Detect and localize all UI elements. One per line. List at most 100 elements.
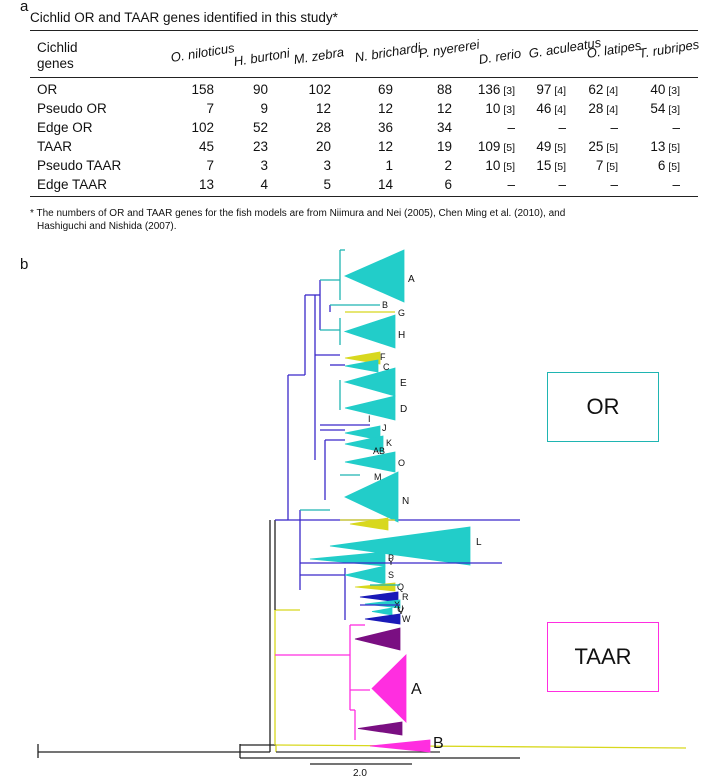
table-bottom-rule	[30, 196, 698, 197]
clade-label: E	[400, 378, 407, 389]
table-cell: 36	[345, 120, 393, 135]
row-label: Pseudo TAAR	[37, 158, 122, 173]
cell-value: 88	[436, 82, 452, 97]
table-cell: 12	[283, 101, 331, 116]
collapsed-clade-taar	[371, 654, 407, 723]
collapsed-clade-taar	[369, 739, 431, 753]
table-cell: 25 [5]	[570, 139, 618, 154]
row-header-line-2: genes	[37, 56, 74, 71]
cell-reference: [3]	[500, 85, 515, 97]
cell-value: 34	[436, 120, 452, 135]
clade-label: Q	[397, 582, 404, 592]
table-cell: 4	[220, 177, 268, 192]
cell-value: 7	[206, 101, 214, 116]
table-cell: 88	[404, 82, 452, 97]
collapsed-clade-yellow	[354, 582, 396, 592]
cell-value: 40	[650, 82, 666, 97]
cell-value: 49	[536, 139, 552, 154]
cell-value: 12	[315, 101, 331, 116]
panel-b-label: b	[20, 256, 29, 273]
table-cell: 62 [4]	[570, 82, 618, 97]
table-cell: 12	[345, 139, 393, 154]
cell-value: 90	[252, 82, 268, 97]
cell-value: –	[610, 120, 618, 135]
table-cell: –	[518, 120, 566, 135]
cell-reference: [3]	[665, 85, 680, 97]
cell-value: 19	[436, 139, 452, 154]
table-cell: 6	[404, 177, 452, 192]
collapsed-clade	[309, 551, 386, 567]
cell-value: –	[672, 177, 680, 192]
table-cell: –	[632, 120, 680, 135]
collapsed-clade	[343, 314, 396, 349]
table-cell: –	[632, 177, 680, 192]
cell-reference: [3]	[500, 104, 515, 116]
clade-label: O	[398, 458, 405, 468]
table-cell: 19	[404, 139, 452, 154]
or-legend-box: OR	[547, 372, 659, 442]
collapsed-clade-blue	[359, 591, 399, 603]
clade-label: U	[397, 604, 404, 614]
table-cell: 7	[166, 101, 214, 116]
table-cell: 12	[404, 101, 452, 116]
table-cell: 49 [5]	[518, 139, 566, 154]
table-cell: 97 [4]	[518, 82, 566, 97]
clade-label: L	[476, 537, 482, 548]
cell-reference: [5]	[603, 142, 618, 154]
cell-value: 12	[377, 139, 393, 154]
cell-value: 102	[191, 120, 214, 135]
table-cell: 20	[283, 139, 331, 154]
table-cell: 1	[345, 158, 393, 173]
clade-label: F	[380, 352, 386, 362]
cell-value: 62	[588, 82, 604, 97]
table-cell: 102	[166, 120, 214, 135]
cell-value: 28	[315, 120, 331, 135]
table-title: Cichlid OR and TAAR genes identified in …	[30, 10, 338, 25]
scale-bar-label: 2.0	[353, 768, 367, 777]
table-cell: 158	[166, 82, 214, 97]
collapsed-clade	[344, 565, 386, 585]
table-cell: 15 [5]	[518, 158, 566, 173]
taar-legend-label: TAAR	[574, 644, 632, 669]
collapsed-clade	[329, 526, 471, 566]
table-cell: 5	[283, 177, 331, 192]
clade-label: R	[402, 592, 409, 602]
collapsed-clade	[364, 599, 401, 609]
table-cell: 3	[220, 158, 268, 173]
clade-label: I	[368, 414, 371, 424]
cell-value: –	[507, 177, 515, 192]
cell-value: 14	[377, 177, 393, 192]
cell-value: –	[672, 120, 680, 135]
table-cell: 28 [4]	[570, 101, 618, 116]
collapsed-clade	[344, 359, 379, 373]
table-cell: 28	[283, 120, 331, 135]
row-label: TAAR	[37, 139, 73, 154]
table-cell: –	[570, 177, 618, 192]
collapsed-clade	[344, 395, 396, 421]
cell-value: 158	[191, 82, 214, 97]
collapsed-clade-blue	[364, 613, 401, 625]
cell-value: 25	[588, 139, 604, 154]
collapsed-clade	[343, 367, 396, 397]
cell-value: 54	[650, 101, 666, 116]
clade-label: D	[400, 404, 407, 415]
cell-value: 13	[198, 177, 214, 192]
cell-reference: [5]	[500, 142, 515, 154]
clade-label: C	[383, 362, 390, 372]
cell-value: 2	[444, 158, 452, 173]
table-cell: 45	[166, 139, 214, 154]
cell-value: –	[558, 120, 566, 135]
cell-reference: [5]	[551, 142, 566, 154]
header-rule	[30, 77, 698, 78]
clade-label: A	[411, 681, 422, 698]
cell-value: 10	[485, 101, 501, 116]
cell-value: 4	[260, 177, 268, 192]
footnote-line-2: Hashiguchi and Nishida (2007).	[37, 221, 177, 232]
cell-reference: [5]	[500, 161, 515, 173]
clade-label: B	[433, 735, 444, 752]
cell-value: 13	[650, 139, 666, 154]
cell-value: 46	[536, 101, 552, 116]
table-cell: –	[570, 120, 618, 135]
table-cell: 102	[283, 82, 331, 97]
